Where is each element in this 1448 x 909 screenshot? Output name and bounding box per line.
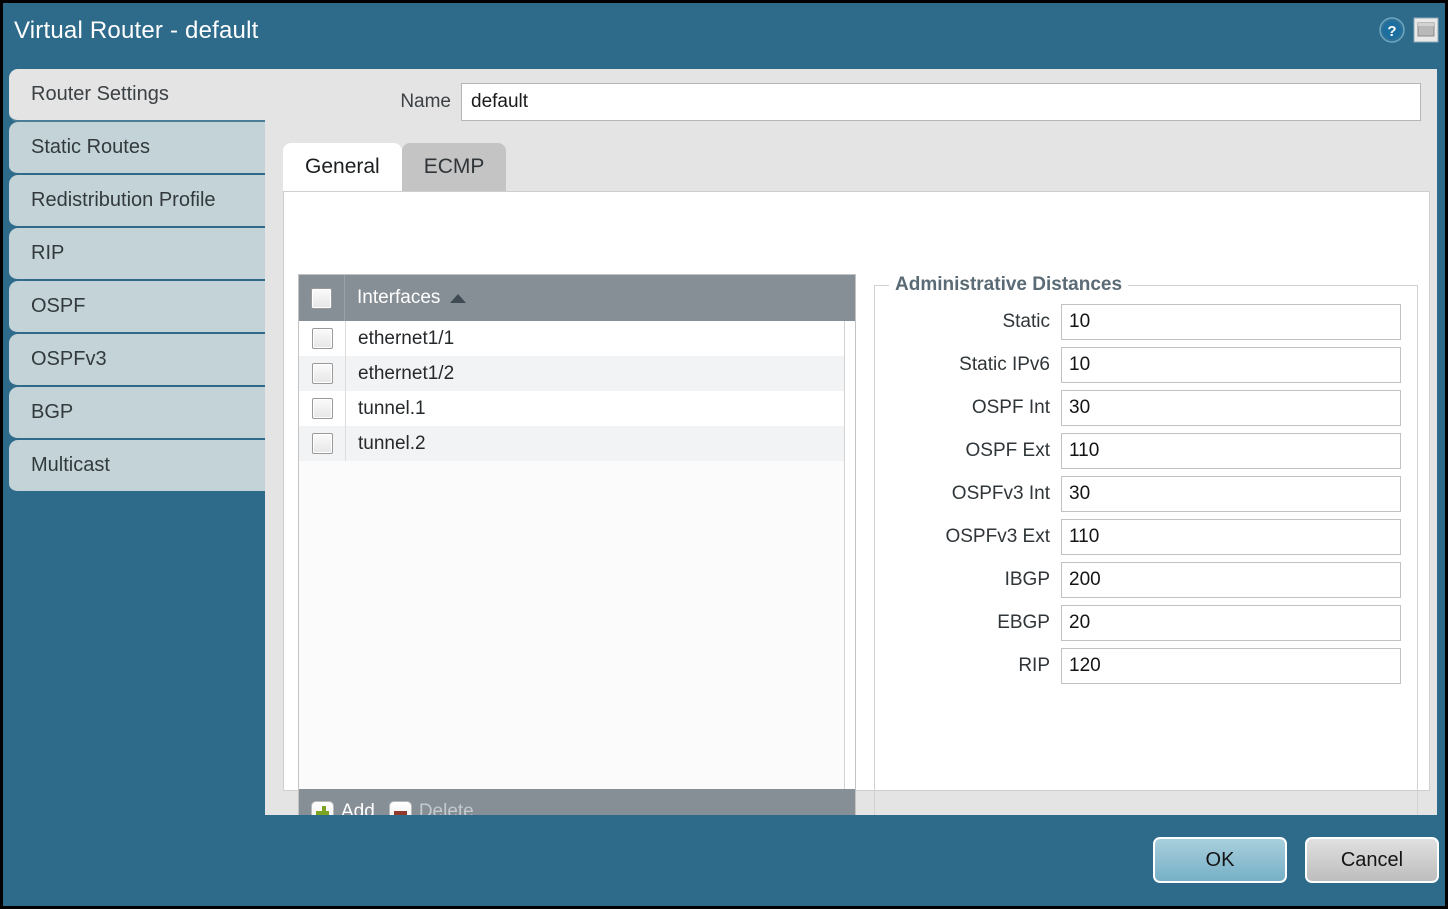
- interface-name: ethernet1/2: [345, 356, 855, 391]
- field-label: OSPF Ext: [965, 440, 1050, 461]
- table-row[interactable]: ethernet1/2: [299, 356, 855, 391]
- row-checkbox[interactable]: [311, 363, 333, 384]
- sidebar-item-label: Router Settings: [31, 83, 169, 105]
- row-checkbox[interactable]: [311, 328, 333, 349]
- ospfv3-ext-distance-input[interactable]: [1061, 519, 1401, 555]
- help-circle-icon[interactable]: ?: [1379, 17, 1405, 43]
- tab-ecmp[interactable]: ECMP: [401, 143, 507, 191]
- sidebar-item-bgp[interactable]: BGP: [9, 387, 265, 440]
- field-row-ospf-ext: OSPF Ext: [875, 433, 1401, 469]
- sidebar-item-rip[interactable]: RIP: [9, 228, 265, 281]
- row-checkbox-cell[interactable]: [299, 363, 345, 384]
- sidebar-item-ospf[interactable]: OSPF: [9, 281, 265, 334]
- sidebar-item-redistribution-profile[interactable]: Redistribution Profile: [9, 175, 265, 228]
- sidebar-item-label: Redistribution Profile: [31, 189, 216, 211]
- field-label: IBGP: [1004, 569, 1050, 590]
- field-row-ospf-int: OSPF Int: [875, 390, 1401, 426]
- row-checkbox-cell[interactable]: [299, 433, 345, 454]
- ibgp-distance-input[interactable]: [1061, 562, 1401, 598]
- field-label: OSPF Int: [971, 397, 1050, 418]
- field-row-static: Static: [875, 304, 1401, 340]
- row-checkbox-cell[interactable]: [299, 398, 345, 419]
- tab-panel-general: Interfaces ethernet1/1: [283, 191, 1430, 836]
- ebgp-distance-input[interactable]: [1061, 605, 1401, 641]
- field-row-static-ipv6: Static IPv6: [875, 347, 1401, 383]
- interfaces-table-header: Interfaces: [299, 275, 855, 321]
- field-label: OSPFv3 Int: [951, 483, 1050, 504]
- dialog-title: Virtual Router - default: [14, 17, 259, 44]
- sidebar: Router Settings Static Routes Redistribu…: [3, 69, 265, 906]
- cancel-button[interactable]: Cancel: [1305, 837, 1439, 883]
- interfaces-table: Interfaces ethernet1/1: [298, 274, 856, 836]
- column-header-interfaces[interactable]: Interfaces: [345, 287, 467, 309]
- tab-general[interactable]: General: [283, 143, 402, 191]
- field-label: Static IPv6: [959, 354, 1050, 375]
- administrative-distances-legend: Administrative Distances: [895, 274, 1123, 295]
- interface-name: tunnel.1: [345, 391, 855, 426]
- ospf-int-distance-input[interactable]: [1061, 390, 1401, 426]
- sidebar-item-label: Static Routes: [31, 136, 150, 158]
- field-row-ibgp: IBGP: [875, 562, 1401, 598]
- tab-label: General: [305, 155, 380, 178]
- field-label: Static: [1002, 311, 1050, 332]
- ospf-ext-distance-input[interactable]: [1061, 433, 1401, 469]
- svg-text:?: ?: [1387, 23, 1396, 40]
- sidebar-item-multicast[interactable]: Multicast: [9, 440, 265, 493]
- column-header-label: Interfaces: [357, 287, 441, 308]
- interface-name: tunnel.2: [345, 426, 855, 461]
- table-row[interactable]: tunnel.1: [299, 391, 855, 426]
- field-label: RIP: [1018, 655, 1050, 676]
- ospfv3-int-distance-input[interactable]: [1061, 476, 1401, 512]
- sidebar-item-label: BGP: [31, 401, 74, 423]
- table-row[interactable]: ethernet1/1: [299, 321, 855, 356]
- table-row[interactable]: tunnel.2: [299, 426, 855, 461]
- virtual-router-dialog: Virtual Router - default ? Router Settin…: [3, 3, 1445, 906]
- field-label: EBGP: [997, 612, 1050, 633]
- sidebar-item-static-routes[interactable]: Static Routes: [9, 122, 265, 175]
- static-ipv6-distance-input[interactable]: [1061, 347, 1401, 383]
- sidebar-item-label: OSPF: [31, 295, 86, 317]
- name-input[interactable]: [461, 83, 1421, 121]
- interfaces-table-body: ethernet1/1 ethernet1/2 tunnel.1: [299, 321, 855, 789]
- ok-button[interactable]: OK: [1153, 837, 1287, 883]
- sidebar-item-router-settings[interactable]: Router Settings: [9, 69, 265, 122]
- tab-label: ECMP: [423, 155, 485, 178]
- restore-window-icon[interactable]: [1413, 17, 1439, 43]
- row-checkbox[interactable]: [311, 433, 333, 454]
- static-distance-input[interactable]: [1061, 304, 1401, 340]
- select-all-cell[interactable]: [299, 275, 345, 321]
- field-row-ospfv3-int: OSPFv3 Int: [875, 476, 1401, 512]
- row-checkbox[interactable]: [311, 398, 333, 419]
- administrative-distances-rows: Static Static IPv6 OSPF Int OSPF Ext: [875, 296, 1417, 684]
- sidebar-item-label: Multicast: [31, 454, 110, 476]
- sidebar-item-label: RIP: [31, 242, 65, 264]
- select-all-checkbox[interactable]: [311, 287, 332, 309]
- dialog-footer: OK Cancel: [3, 815, 1445, 906]
- rip-distance-input[interactable]: [1061, 648, 1401, 684]
- interface-name: ethernet1/1: [345, 321, 855, 356]
- content-area: Name General ECMP Interfaces: [265, 69, 1437, 836]
- field-row-rip: RIP: [875, 648, 1401, 684]
- field-row-ospfv3-ext: OSPFv3 Ext: [875, 519, 1401, 555]
- sort-ascending-icon[interactable]: [450, 293, 467, 303]
- sidebar-item-label: OSPFv3: [31, 348, 107, 370]
- table-scrollbar[interactable]: [844, 321, 855, 789]
- name-label: Name: [400, 91, 451, 112]
- sidebar-item-ospfv3[interactable]: OSPFv3: [9, 334, 265, 387]
- administrative-distances-group: Administrative Distances Static Static I…: [874, 274, 1418, 836]
- tab-strip: General ECMP: [283, 143, 507, 191]
- row-checkbox-cell[interactable]: [299, 328, 345, 349]
- title-bar: Virtual Router - default ?: [3, 3, 1445, 69]
- name-row: Name: [265, 83, 1437, 121]
- field-label: OSPFv3 Ext: [945, 526, 1050, 547]
- field-row-ebgp: EBGP: [875, 605, 1401, 641]
